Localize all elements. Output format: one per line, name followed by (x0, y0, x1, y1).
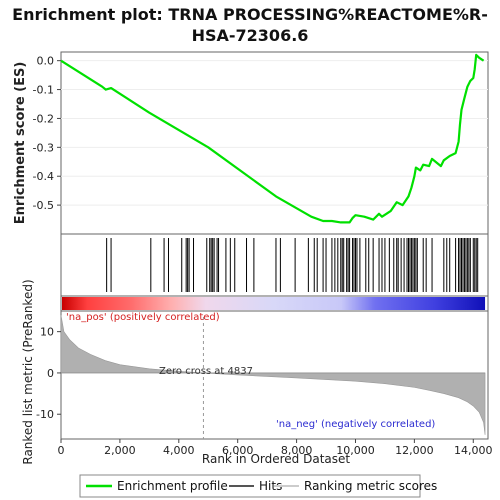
x-axis-label: Rank in Ordered Dataset (202, 452, 350, 466)
x-ticks: 0 2,000 4,000 6,000 8,000 10,000 12,000 14,000 (58, 439, 493, 457)
x-tick-label: 12,000 (395, 444, 434, 457)
metric-area (60, 315, 486, 435)
x-tick-label: 2,000 (104, 444, 136, 457)
metric-y-tick-label: 0 (47, 367, 54, 380)
es-y-tick-label: -0.3 (33, 141, 54, 154)
chart-title-part-2: HSA-72306.6 (192, 26, 309, 45)
es-panel-frame (60, 51, 489, 235)
hit-marks (106, 238, 479, 292)
es-grid (61, 60, 488, 206)
es-y-tick-label: -0.2 (33, 112, 54, 125)
legend-profile-label: Enrichment profile (117, 479, 228, 493)
es-y-tick-label: -0.4 (33, 170, 54, 183)
x-tick-label: 0 (58, 444, 65, 457)
x-tick-label: 10,000 (336, 444, 375, 457)
enrichment-profile-line (60, 53, 485, 224)
metric-axis-label: Ranked list metric (PreRanked) (21, 279, 35, 464)
x-tick-label: 8,000 (281, 444, 313, 457)
es-axis-label: Enrichment score (ES) (13, 62, 28, 225)
chart-title-part-1: Enrichment plot: TRNA PROCESSING%REACTOM… (12, 5, 488, 24)
chart-title-line-2: HSA-72306.6 (192, 26, 309, 45)
es-y-tick-label: 0.0 (37, 55, 55, 68)
rank-colorbar (62, 297, 486, 310)
legend-hits-label: Hits (259, 479, 282, 493)
legend: Enrichment profile Hits Ranking metric s… (79, 474, 437, 498)
x-tick-label: 14,000 (454, 444, 493, 457)
es-y-tick-label: -0.5 (33, 199, 54, 212)
metric-y-tick-label: 10 (40, 326, 54, 339)
ranked-metric-area (60, 315, 486, 439)
neg-label: 'na_neg' (negatively correlated) (276, 419, 435, 430)
zero-cross-label: Zero cross at 4837 (159, 366, 253, 377)
enrichment-profile (60, 53, 485, 224)
x-tick-label: 4,000 (163, 444, 195, 457)
pos-label: 'na_pos' (positively correlated) (66, 312, 220, 323)
metric-y-ticks: 10 0 -10 (36, 326, 61, 421)
legend-metric-label: Ranking metric scores (304, 479, 437, 493)
es-y-ticks: 0.0 -0.1 -0.2 -0.3 -0.4 -0.5 (33, 55, 61, 212)
x-tick-label: 6,000 (222, 444, 254, 457)
metric-y-tick-label: -10 (36, 408, 54, 421)
chart-title-line-1: Enrichment plot: TRNA PROCESSING%REACTOM… (12, 5, 488, 24)
hits-panel-frame (60, 233, 489, 297)
es-y-tick-label: -0.1 (33, 84, 54, 97)
